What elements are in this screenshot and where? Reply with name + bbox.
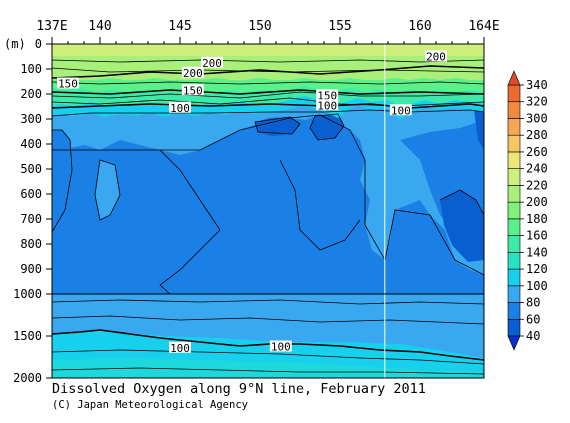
- contour-label-bg: [201, 56, 223, 68]
- x-axis-ticks: 137E 140 145 150 155 160 164E: [36, 19, 500, 44]
- contour-label: 150: [58, 78, 78, 91]
- y-axis-ticks: (m) 0 100 200 300 400 500 600 700 800 900 1000 1500 2…: [4, 37, 52, 385]
- colorbar-label: 160: [526, 229, 548, 243]
- fill-surface: [52, 44, 484, 56]
- colorbar-segment: [507, 218, 521, 236]
- y-tick-label: 1500: [13, 329, 42, 343]
- fill-60-80-left: [52, 130, 72, 232]
- y-tick-label: 700: [20, 212, 42, 226]
- colorbar-label: 60: [526, 312, 540, 326]
- colorbar-label: 120: [526, 262, 548, 276]
- colorbar-label: 240: [526, 162, 548, 176]
- colorbar-label: 340: [526, 78, 548, 92]
- y-tick-label: 2000: [13, 371, 42, 385]
- contour-label: 150: [317, 89, 337, 102]
- x-tick-label: 155: [328, 19, 351, 34]
- contour-label: 150: [183, 84, 203, 97]
- contour-label-bg: [181, 84, 204, 96]
- contour-label-bg: [389, 104, 412, 116]
- y-tick-label: 1000: [13, 287, 42, 301]
- chart-title: Dissolved Oxygen along 9°N line, Februar…: [52, 381, 426, 397]
- contour-label: 100: [317, 99, 337, 112]
- colorbar-segment: [507, 84, 521, 103]
- colorbar-segment: [507, 185, 521, 203]
- contour-label: 200: [202, 57, 222, 70]
- contour-lines-bold-lower: [52, 329, 484, 361]
- colorbar-segment: [507, 252, 521, 270]
- contour-label-bg: [269, 340, 292, 352]
- contour-label: 100: [170, 342, 190, 355]
- fill-40-60-patch-1: [255, 117, 300, 136]
- colorbar-extend-min: [507, 335, 521, 351]
- contour-label-bg: [316, 89, 339, 101]
- x-tick-label: 164E: [468, 19, 499, 34]
- colorbar-label: 140: [526, 245, 548, 259]
- contour-lines-bold-upper: [52, 65, 484, 109]
- contour-lines-lower: [52, 299, 484, 375]
- fill-40-60-patch-4: [474, 104, 484, 150]
- colorbar-segment: [507, 302, 521, 320]
- x-tick-label: 145: [168, 19, 191, 34]
- colorbar-extend-max: [507, 70, 521, 86]
- colorbar-label: 220: [526, 178, 548, 192]
- colorbar-segment: [507, 134, 521, 153]
- colorbar-segment: [507, 101, 521, 119]
- colorbar-label: 80: [526, 296, 540, 310]
- x-tick-label: 150: [248, 19, 271, 34]
- y-tick-label: 300: [20, 112, 42, 126]
- colorbar-label: 300: [526, 111, 548, 125]
- contour-label-bg: [169, 101, 191, 113]
- plot-frame: [51, 43, 485, 379]
- lower-panel: [52, 294, 484, 378]
- x-tick-label: 140: [88, 19, 111, 34]
- colorbar-label: 200: [526, 195, 548, 209]
- y-tick-label: 0: [35, 37, 42, 51]
- colorbar-segment: [507, 285, 521, 303]
- colorbar: 40 60 80 100 120 140 160 180 200 220 240 260 280 300 3…: [507, 70, 548, 351]
- y-tick-label: 900: [20, 262, 42, 276]
- contour-label-bg: [425, 50, 447, 62]
- colorbar-label: 260: [526, 145, 548, 159]
- colorbar-label: 100: [526, 279, 548, 293]
- fill-lower-110: [52, 358, 484, 378]
- contour-label: 100: [391, 104, 411, 117]
- upper-panel: [52, 44, 484, 294]
- y-tick-label: 600: [20, 187, 42, 201]
- colorbar-segment: [507, 318, 521, 337]
- colorbar-segment: [507, 151, 521, 169]
- colorbar-label: 280: [526, 128, 548, 142]
- colorbar-segment: [507, 201, 521, 220]
- x-tick-label: 137E: [36, 19, 67, 34]
- fill-60-80: [52, 115, 484, 294]
- y-tick-label: 200: [20, 87, 42, 101]
- x-tick-label: 160: [408, 19, 431, 34]
- contour-lines-upper: [52, 59, 484, 294]
- y-tick-label: 500: [20, 162, 42, 176]
- colorbar-label: 40: [526, 329, 540, 343]
- contour-label: 100: [170, 102, 190, 115]
- contour-label: 200: [183, 67, 203, 80]
- colorbar-label: 180: [526, 212, 548, 226]
- colorbar-segment: [507, 168, 521, 186]
- y-tick-label: 800: [20, 237, 42, 251]
- colorbar-segment: [507, 235, 521, 253]
- y-tick-label: 100: [20, 62, 42, 76]
- contour-label-bg: [181, 66, 204, 78]
- y-tick-label: 400: [20, 137, 42, 151]
- colorbar-segment: [507, 118, 521, 136]
- fill-60-80-mid: [95, 160, 120, 220]
- fill-40-60-patch-3: [440, 190, 484, 262]
- colorbar-label: 320: [526, 95, 548, 109]
- contour-label-bg: [316, 99, 339, 111]
- contour-label: 100: [271, 341, 291, 354]
- fill-40-60-patch-2: [310, 114, 344, 140]
- contour-label: 200: [426, 51, 446, 64]
- colorbar-segment: [507, 268, 521, 287]
- contour-label-bg: [57, 77, 79, 89]
- y-unit-label: (m): [4, 37, 26, 51]
- contour-label-bg: [169, 341, 191, 353]
- credit-text: (C) Japan Meteorological Agency: [52, 399, 248, 411]
